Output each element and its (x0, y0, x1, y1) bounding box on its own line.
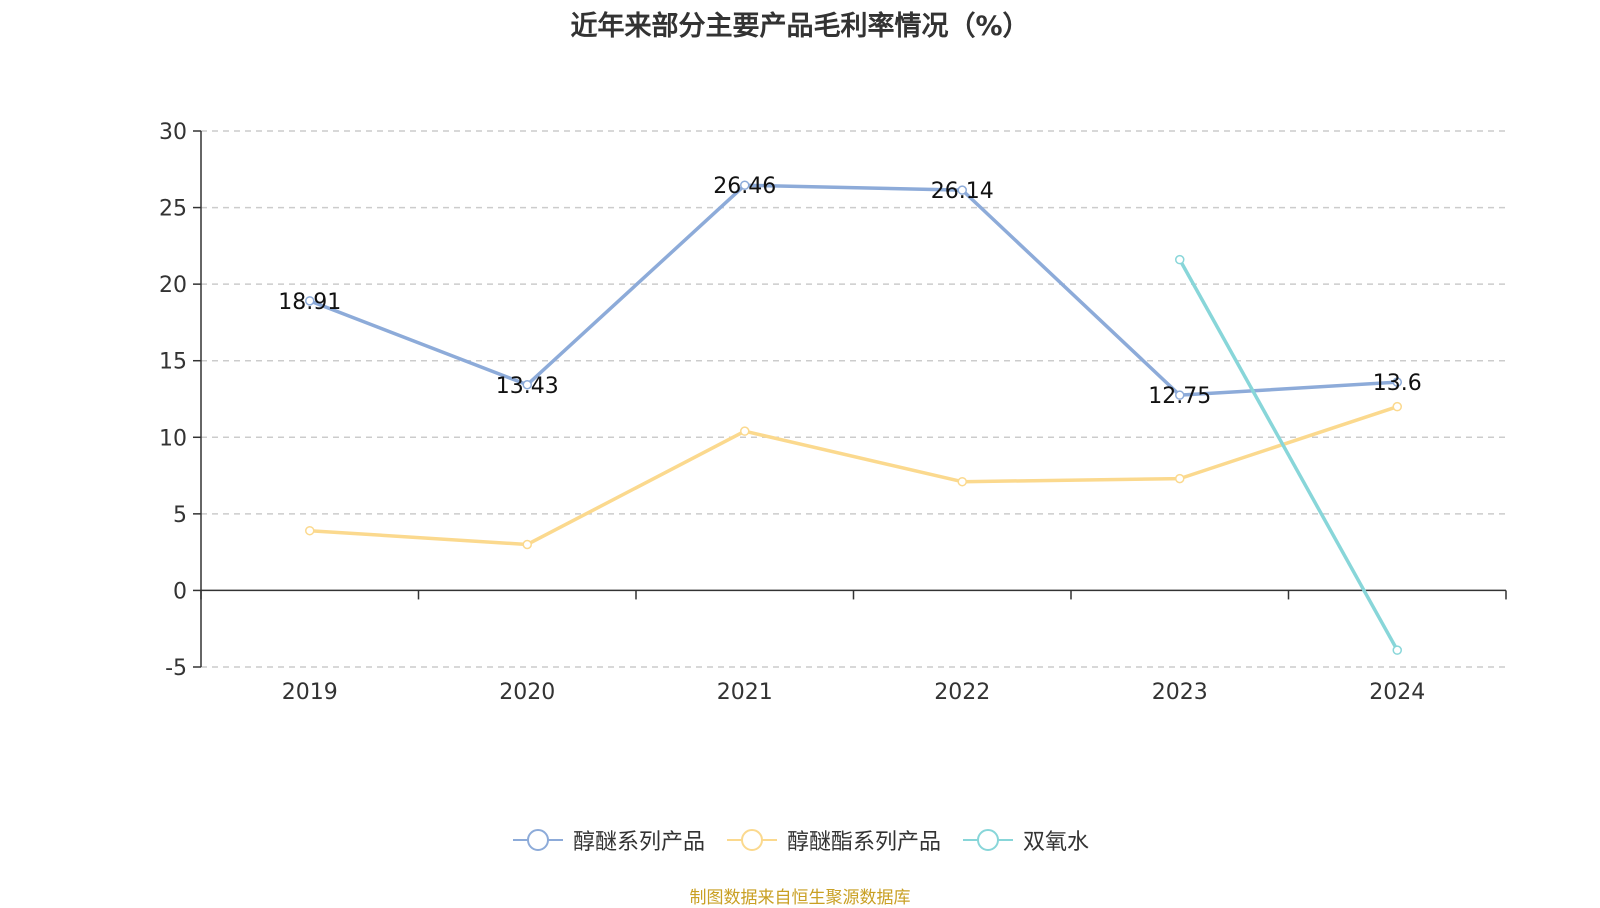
data-point (522, 539, 532, 550)
data-point (1392, 645, 1402, 655)
data-label: 12.75 (1148, 384, 1211, 409)
data-point (1175, 390, 1185, 400)
legend-marker-icon (512, 829, 563, 851)
y-tick-label: 25 (159, 197, 187, 222)
data-point (957, 185, 967, 195)
data-point (305, 296, 315, 306)
data-point (957, 476, 967, 487)
legend-label: 醇醚系列产品 (572, 830, 705, 855)
legend-item-3[interactable]: 双氧水 (961, 824, 1089, 856)
data-label: 26.14 (931, 179, 994, 204)
x-tick-label: 2024 (1369, 680, 1425, 705)
data-point (1175, 254, 1185, 265)
legend-item-2[interactable]: 醇醚酯系列产品 (725, 824, 941, 856)
series-line-1 (309, 183, 1398, 397)
data-point (1392, 401, 1402, 412)
data-point (1392, 377, 1402, 387)
legend-label: 双氧水 (1023, 830, 1090, 855)
line-chart: -5 0 5 10 15 20 25 30 2019 2020 2021 2022 2023 2024 1… (159, 120, 1507, 705)
y-tick-label: 15 (159, 350, 187, 375)
y-tick-label: 0 (173, 579, 187, 604)
data-label: 13.43 (496, 374, 559, 399)
series-line-2 (309, 404, 1398, 547)
data-point (522, 380, 532, 390)
chart-title: 近年来部分主要产品毛利率情况（%） (570, 11, 1030, 42)
source-note: 制图数据来自恒生聚源数据库 (689, 888, 911, 908)
data-point (740, 426, 750, 436)
x-tick-label: 2019 (282, 680, 338, 705)
grid-lines (201, 130, 1506, 668)
y-tick-label: 20 (159, 273, 187, 298)
axes: -5 0 5 10 15 20 25 30 2019 2020 2021 2022 2023 2024 (159, 120, 1507, 705)
legend-item-1[interactable]: 醇醚系列产品 (511, 824, 705, 856)
legend-marker-icon (726, 829, 777, 851)
y-tick-label: 30 (159, 120, 187, 145)
series-line-3 (1178, 258, 1399, 652)
x-tick-label: 2020 (499, 680, 555, 705)
x-tick-label: 2023 (1152, 680, 1208, 705)
x-tick-label: 2021 (717, 680, 773, 705)
x-tick-label: 2022 (934, 680, 990, 705)
y-tick-label: 5 (173, 503, 187, 528)
data-label: 26.46 (713, 174, 776, 199)
data-label: 18.91 (278, 290, 341, 315)
y-tick-label: -5 (165, 656, 187, 681)
data-point (1175, 473, 1185, 484)
data-labels: 18.91 13.43 26.46 26.14 12.75 13.6 (278, 174, 1421, 409)
data-label: 13.6 (1373, 371, 1422, 396)
legend-marker-icon (963, 829, 1013, 851)
series-lines (305, 180, 1402, 655)
legend-label: 醇醚酯系列产品 (786, 830, 941, 855)
data-point (305, 525, 315, 536)
y-tick-label: 10 (159, 426, 187, 451)
data-point (740, 180, 750, 190)
legend: 醇醚系列产品 醇醚酯系列产品 双氧水 (0, 824, 1600, 856)
